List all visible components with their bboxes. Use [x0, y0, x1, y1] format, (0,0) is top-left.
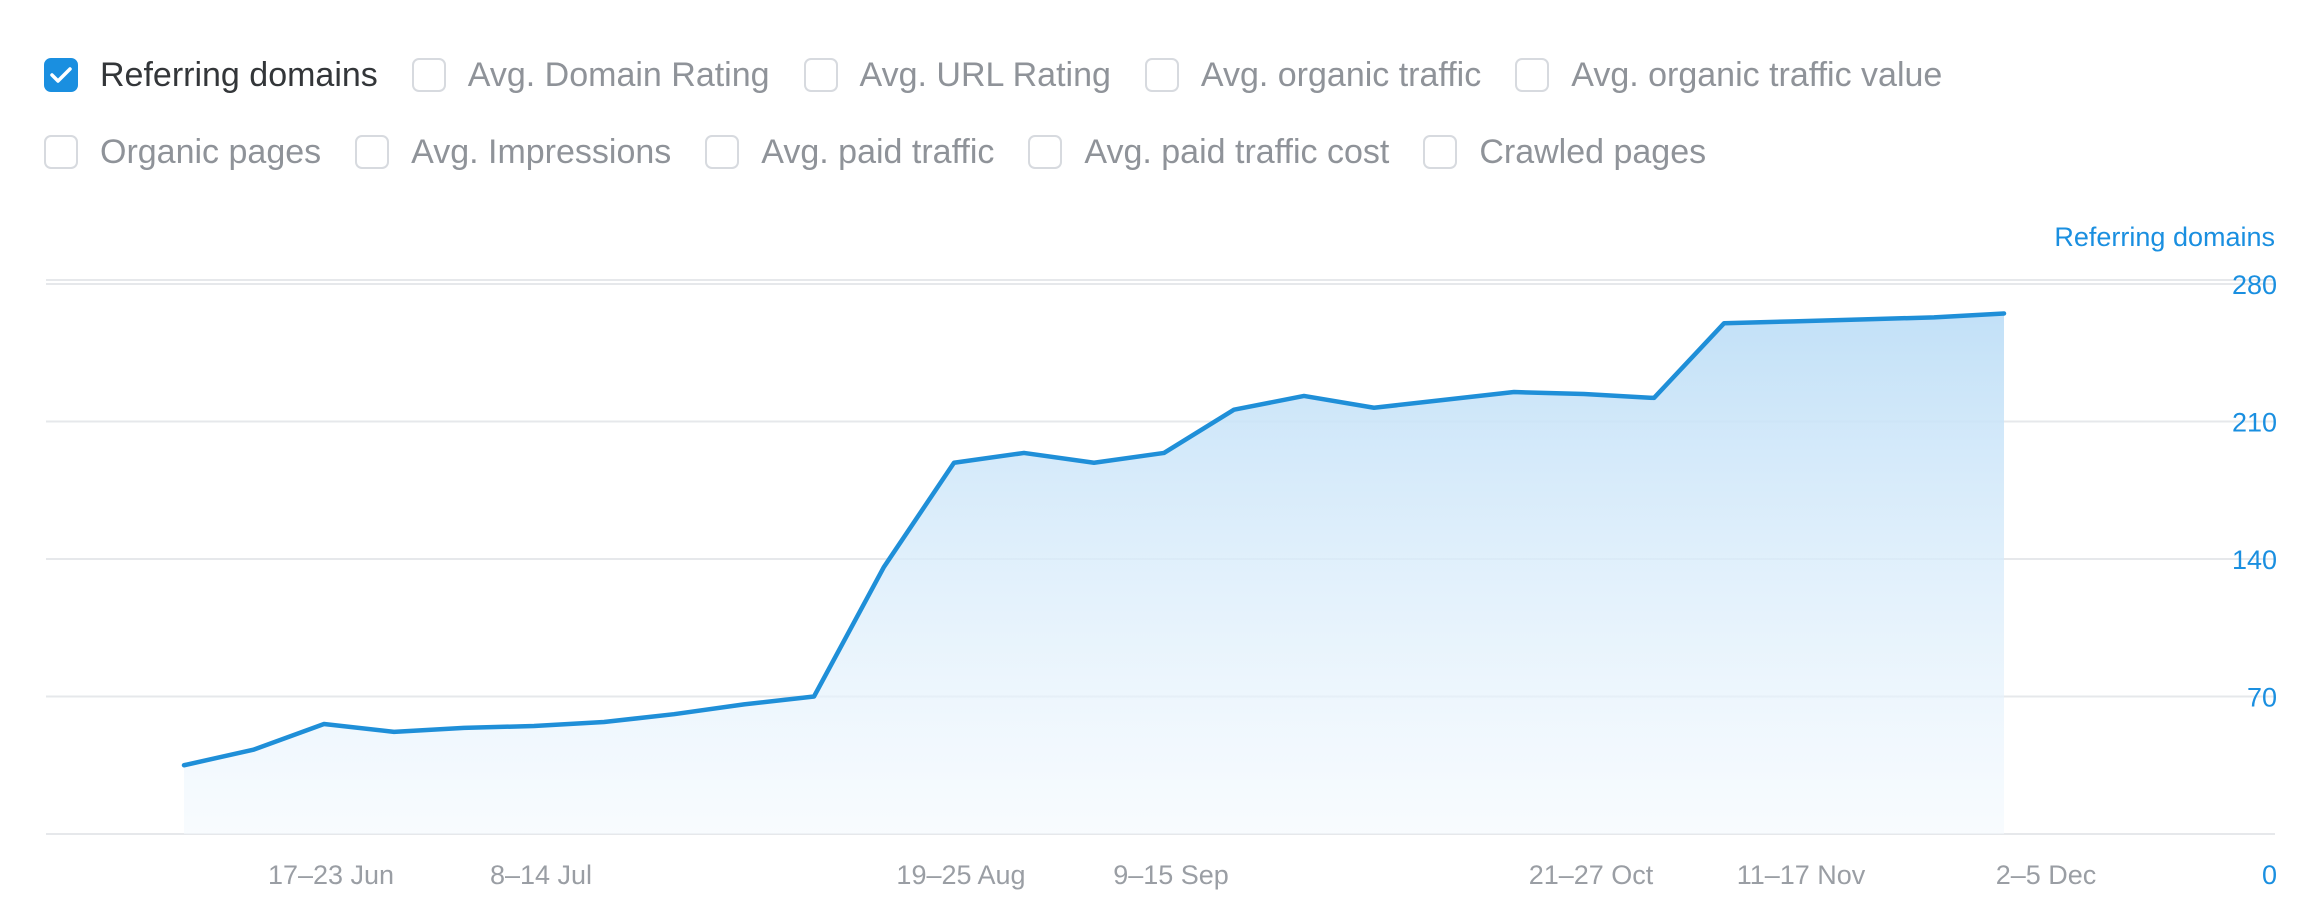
y-tick-label: 70: [2247, 683, 2277, 713]
series-line-referring-domains: [181, 311, 2007, 768]
data-point: [952, 461, 956, 465]
checkbox-icon[interactable]: [705, 135, 740, 169]
metric-label: Avg. Impressions: [411, 132, 672, 171]
metric-avg-organic-traffic[interactable]: Avg. organic traffic: [1144, 55, 1482, 95]
metric-label: Organic pages: [100, 132, 322, 171]
data-point: [1442, 398, 1446, 402]
y-tick-label: 280: [2232, 270, 2277, 300]
x-tick-label: 11–17 Nov: [1737, 860, 1866, 890]
x-tick-label: 17–23 Jun: [268, 860, 394, 890]
data-point: [322, 722, 326, 726]
data-point: [1162, 451, 1166, 455]
checkbox-icon[interactable]: [803, 58, 838, 92]
data-point: [882, 565, 886, 569]
x-tick-label: 9–15 Sep: [1113, 860, 1229, 890]
y-tick-label: 0: [2262, 860, 2277, 890]
data-point: [1092, 461, 1096, 465]
checkbox-icon[interactable]: [1144, 58, 1179, 92]
data-point: [1932, 315, 1936, 319]
metric-toggle-row-2: Organic pages Avg. Impressions Avg. paid…: [44, 122, 1740, 182]
metric-label: Referring domains: [100, 55, 378, 94]
data-point: [1862, 317, 1866, 321]
metric-crawled-pages[interactable]: Crawled pages: [1423, 133, 1706, 172]
metric-label: Avg. Domain Rating: [467, 55, 770, 94]
y-axis-title: Referring domains: [2054, 222, 2275, 252]
metric-avg-url-rating[interactable]: Avg. URL Rating: [803, 55, 1111, 95]
data-point: [2002, 311, 2006, 315]
data-point: [1792, 319, 1796, 323]
metric-avg-paid-traffic-cost[interactable]: Avg. paid traffic cost: [1028, 133, 1389, 172]
series-area: [184, 313, 2004, 834]
y-tick-label: 140: [2232, 545, 2277, 575]
metric-avg-paid-traffic[interactable]: Avg. paid traffic: [705, 133, 994, 172]
data-point: [1652, 396, 1656, 400]
metric-label: Avg. organic traffic: [1200, 55, 1482, 94]
data-point: [252, 748, 256, 752]
y-tick-label: 210: [2232, 408, 2277, 438]
metric-label: Avg. paid traffic: [761, 132, 995, 171]
data-point: [1022, 451, 1026, 455]
checkbox-icon[interactable]: [1515, 58, 1550, 92]
checkbox-icon[interactable]: [1423, 135, 1458, 169]
data-point: [392, 730, 396, 734]
data-point: [602, 720, 606, 724]
data-point: [182, 763, 186, 767]
data-point: [812, 695, 816, 699]
data-point: [742, 702, 746, 706]
data-point: [462, 726, 466, 730]
checkbox-icon[interactable]: [1028, 135, 1063, 169]
metric-avg-domain-rating[interactable]: Avg. Domain Rating: [411, 55, 770, 95]
x-tick-label: 8–14 Jul: [490, 860, 592, 890]
metric-toggle-row-1: Referring domains Avg. Domain Rating Avg…: [44, 45, 1976, 105]
metric-label: Avg. paid traffic cost: [1084, 132, 1390, 171]
data-point: [1372, 406, 1376, 410]
metric-label: Crawled pages: [1479, 132, 1707, 171]
data-point: [1302, 394, 1306, 398]
metric-organic-pages[interactable]: Organic pages: [44, 133, 321, 172]
data-point: [1232, 408, 1236, 412]
data-point: [1582, 392, 1586, 396]
checkbox-checked-icon[interactable]: [44, 58, 78, 92]
metric-referring-domains[interactable]: Referring domains: [44, 56, 378, 95]
data-point: [532, 724, 536, 728]
data-point: [672, 712, 676, 716]
data-point: [1512, 390, 1516, 394]
x-tick-label: 21–27 Oct: [1529, 860, 1654, 890]
metric-avg-organic-traffic-value[interactable]: Avg. organic traffic value: [1515, 56, 1942, 95]
x-tick-label: 2–5 Dec: [1996, 860, 2097, 890]
metric-label: Avg. organic traffic value: [1571, 55, 1943, 94]
checkbox-icon[interactable]: [44, 135, 78, 169]
metric-avg-impressions[interactable]: Avg. Impressions: [355, 133, 671, 172]
checkbox-icon[interactable]: [355, 135, 390, 169]
checkbox-icon[interactable]: [411, 58, 446, 92]
x-tick-label: 19–25 Aug: [896, 860, 1025, 890]
data-point: [1722, 321, 1726, 325]
metric-label: Avg. URL Rating: [859, 55, 1111, 94]
